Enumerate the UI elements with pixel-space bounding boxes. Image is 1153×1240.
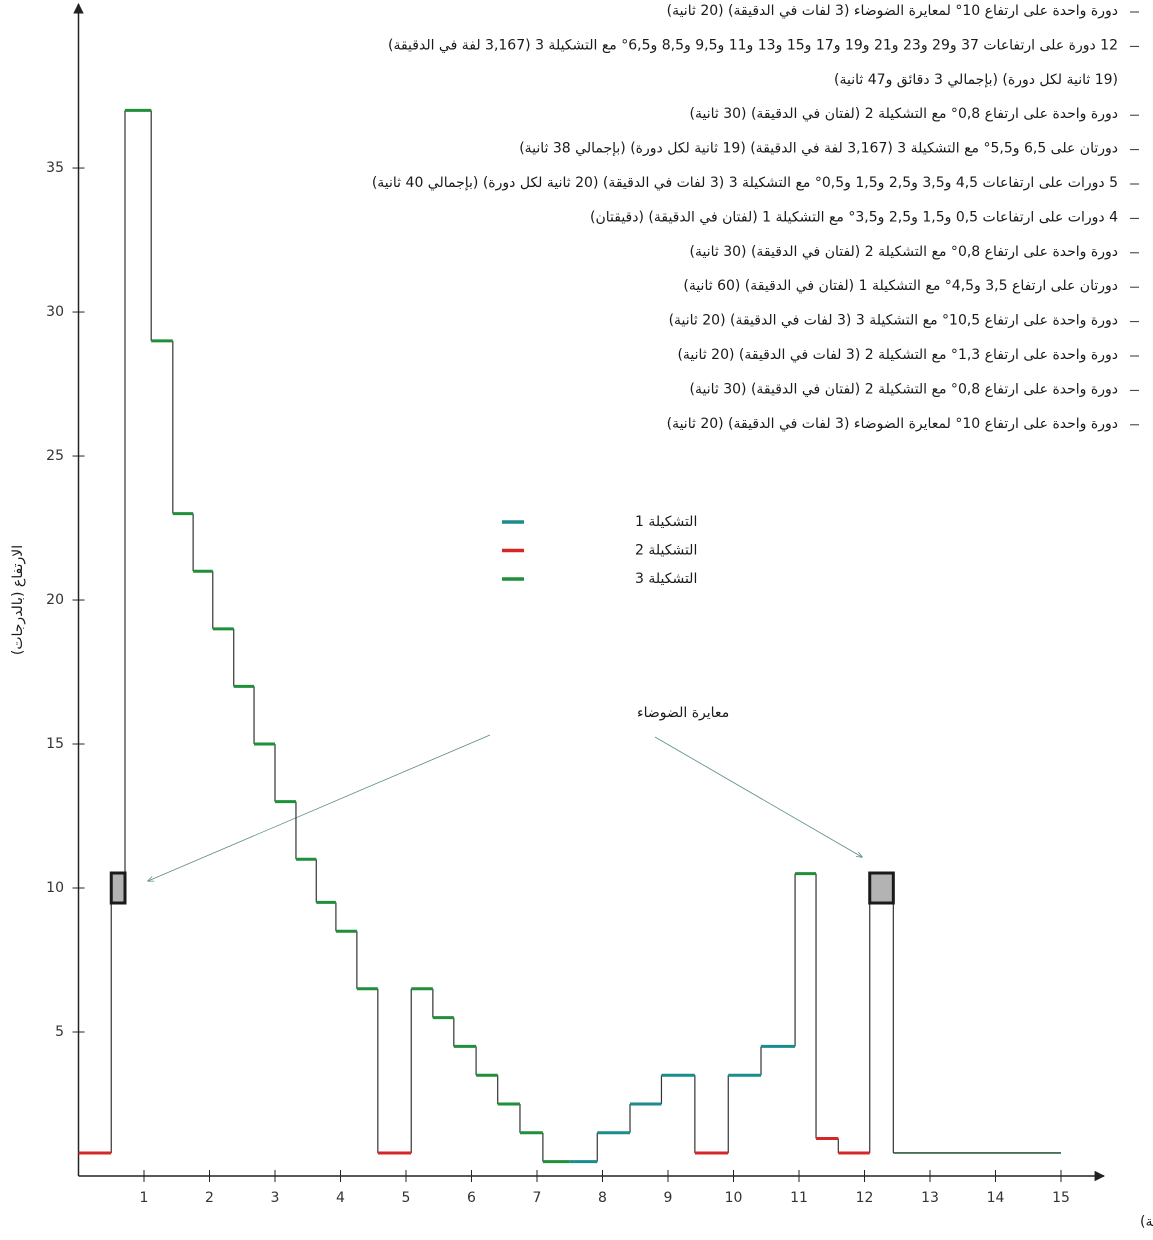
note-line: 12 دورة على ارتفاعات 37 و29 و23 و21 و19 … [388, 37, 1118, 53]
note-line: دورة واحدة على ارتفاع 0,8° مع التشكيلة 2… [690, 244, 1118, 260]
x-tick-label: 6 [467, 1190, 476, 1206]
note-line: دورتان على ارتفاع 3,5 و4,5° مع التشكيلة … [683, 278, 1118, 294]
legend-label: التشكيلة 3 [635, 571, 697, 587]
annotation-arrow [654, 736, 862, 857]
legend-label: التشكيلة 2 [635, 543, 697, 559]
x-tick-label: 5 [402, 1190, 411, 1206]
note-line: دورة واحدة على ارتفاع 10° لمعايرة الضوضا… [667, 416, 1118, 432]
note-line: دورة واحدة على ارتفاع 0,8° مع التشكيلة 2… [690, 381, 1118, 397]
note-line: دورة واحدة على ارتفاع 0,8° مع التشكيلة 2… [690, 106, 1118, 122]
x-tick-label: 9 [664, 1190, 673, 1206]
annotation: معايرة الضوضاء [637, 705, 729, 721]
note-line: دورة واحدة على ارتفاع 10,5° مع التشكيلة … [669, 313, 1118, 329]
x-tick-label: 15 [1052, 1190, 1070, 1206]
x-tick-label: 2 [205, 1190, 214, 1206]
x-tick-label: 10 [725, 1190, 743, 1206]
y-tick-label: 5 [55, 1024, 64, 1040]
y-axis-label: الارتفاع (بالدرجات) [10, 545, 26, 655]
note-line: 5 دورات على ارتفاعات 4,5 و3,5 و2,5 و1,5 … [372, 175, 1118, 191]
x-tick-label: 7 [533, 1190, 542, 1206]
note-line: دورة واحدة على ارتفاع 1,3° مع التشكيلة 2… [677, 347, 1118, 363]
x-tick-label: 3 [271, 1190, 280, 1206]
note-line: دورتان على 6,5 و5,5° مع التشكيلة 3 (3,16… [519, 141, 1118, 157]
note-line: 4 دورات على ارتفاعات 0,5 و1,5 و2,5 و3,5°… [590, 209, 1118, 225]
note-line: دورة واحدة على ارتفاع 10° لمعايرة الضوضا… [667, 3, 1118, 19]
calibration-box [109, 871, 127, 905]
x-tick-label: 8 [598, 1190, 607, 1206]
y-tick-label: 30 [46, 304, 64, 320]
annotation-arrow [148, 734, 491, 881]
x-axis-label: الزمن (دقيقة) [1140, 1214, 1153, 1230]
note-line: (19 ثانية لكل دورة) (بإجمالي 3 دقائق و47… [834, 72, 1118, 88]
x-tick-label: 1 [140, 1190, 149, 1206]
legend-label: التشكيلة 1 [635, 514, 697, 530]
y-tick-label: 10 [46, 880, 64, 896]
y-tick-label: 25 [46, 448, 64, 464]
y-tick-label: 20 [46, 592, 64, 608]
y-tick-label: 35 [46, 160, 64, 176]
y-tick-label: 15 [46, 736, 64, 752]
x-tick-label: 12 [856, 1190, 874, 1206]
x-tick-label: 11 [790, 1190, 808, 1206]
x-tick-label: 13 [921, 1190, 939, 1206]
x-tick-label: 4 [336, 1190, 345, 1206]
x-tick-label: 14 [987, 1190, 1005, 1206]
calibration-box [868, 871, 895, 905]
